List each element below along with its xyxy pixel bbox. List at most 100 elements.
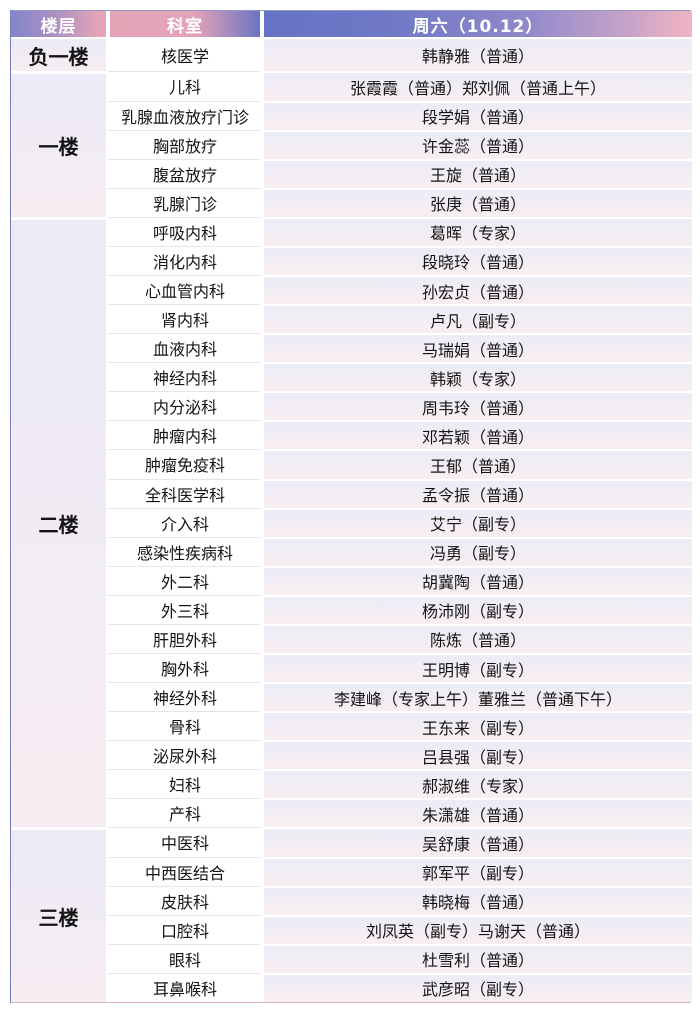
schedule-cell: 杨沛刚（副专） (260, 594, 692, 624)
schedule-cell: 吕县强（副专） (260, 740, 692, 770)
header-row: 楼层 科室 周六（10.12） (11, 11, 692, 39)
schedule-table-body: 负一楼 核医学 韩静雅（普通） 一楼 儿科 张霞霞（普通）郑刘佩（普通上午） 乳腺血液放疗门… (11, 39, 692, 1002)
schedule-cell: 许金蕊（普通） (260, 129, 692, 159)
table-row: 负一楼 核医学 韩静雅（普通） (11, 39, 692, 72)
table-row: 皮肤科 韩晓梅（普通） (11, 885, 692, 915)
department-cell: 乳腺血液放疗门诊 (106, 100, 260, 130)
department-cell: 外二科 (106, 565, 260, 595)
table-row: 肿瘤内科 邓若颖（普通） (11, 420, 692, 450)
department-cell: 肿瘤免疫科 (106, 449, 260, 479)
department-cell: 呼吸内科 (106, 216, 260, 246)
table-row: 口腔科 刘凤英（副专）马谢天（普通） (11, 914, 692, 944)
department-cell: 神经外科 (106, 682, 260, 712)
schedule-cell: 冯勇（副专） (260, 536, 692, 566)
department-cell: 儿科 (106, 71, 260, 101)
header-day-saturday: 周六（10.12） (260, 11, 692, 39)
table-row: 神经外科 李建峰（专家上午）董雅兰（普通下午） (11, 682, 692, 712)
department-cell: 核医学 (106, 39, 260, 72)
header-floor: 楼层 (11, 11, 106, 39)
table-row: 中西医结合 郭军平（副专） (11, 856, 692, 886)
department-cell: 介入科 (106, 507, 260, 537)
schedule-cell: 张霞霞（普通）郑刘佩（普通上午） (260, 71, 692, 101)
table-row: 介入科 艾宁（副专） (11, 507, 692, 537)
department-cell: 感染性疾病科 (106, 536, 260, 566)
table-row: 产科 朱潇雄（普通） (11, 798, 692, 828)
department-cell: 中医科 (106, 827, 260, 857)
department-cell: 妇科 (106, 769, 260, 799)
schedule-cell: 朱潇雄（普通） (260, 798, 692, 828)
schedule-cell: 吴舒康（普通） (260, 827, 692, 857)
table-row: 外二科 胡冀陶（普通） (11, 565, 692, 595)
schedule-cell: 张庚（普通） (260, 187, 692, 217)
table-row: 腹盆放疗 王旋（普通） (11, 158, 692, 188)
department-cell: 眼科 (106, 943, 260, 973)
floor-cell: 负一楼 (11, 39, 106, 72)
table-row: 妇科 郝淑维（专家） (11, 769, 692, 799)
schedule-cell: 周韦玲（普通） (260, 391, 692, 421)
table-row: 胸外科 王明博（副专） (11, 652, 692, 683)
department-cell: 内分泌科 (106, 391, 260, 421)
table-row: 外三科 杨沛刚（副专） (11, 594, 692, 624)
department-cell: 皮肤科 (106, 885, 260, 915)
table-row: 神经内科 韩颖（专家） (11, 362, 692, 392)
table-row: 一楼 儿科 张霞霞（普通）郑刘佩（普通上午） (11, 71, 692, 217)
department-cell: 乳腺门诊 (106, 187, 260, 217)
schedule-cell: 武彦昭（副专） (260, 972, 692, 1002)
schedule-cell: 韩晓梅（普通） (260, 885, 692, 915)
table-row: 血液内科 马瑞娟（普通） (11, 333, 692, 363)
table-row: 二楼 呼吸内科 葛晖（专家） (11, 216, 692, 828)
schedule-cell: 郭军平（副专） (260, 856, 692, 886)
table-row: 肿瘤免疫科 王郁（普通） (11, 449, 692, 479)
department-cell: 口腔科 (106, 914, 260, 944)
schedule-cell: 段学娟（普通） (260, 100, 692, 130)
schedule-cell: 孙宏贞（普通） (260, 274, 692, 305)
table-row: 心血管内科 孙宏贞（普通） (11, 274, 692, 305)
schedule-cell: 马瑞娟（普通） (260, 333, 692, 363)
department-cell: 肾内科 (106, 304, 260, 334)
department-cell: 肿瘤内科 (106, 420, 260, 450)
schedule-cell: 陈炼（普通） (260, 623, 692, 653)
department-cell: 耳鼻喉科 (106, 972, 260, 1002)
schedule-cell: 王东来（副专） (260, 711, 692, 741)
schedule-cell: 艾宁（副专） (260, 507, 692, 537)
table-row: 泌尿外科 吕县强（副专） (11, 740, 692, 770)
schedule-cell: 韩静雅（普通） (260, 39, 692, 72)
floor-cell: 一楼 (11, 71, 106, 217)
department-cell: 外三科 (106, 594, 260, 624)
schedule-cell: 王明博（副专） (260, 652, 692, 683)
table-row: 骨科 王东来（副专） (11, 711, 692, 741)
department-cell: 骨科 (106, 711, 260, 741)
department-cell: 肝胆外科 (106, 623, 260, 653)
duty-roster-table-container: 楼层 科室 周六（10.12） 负一楼 核医学 韩静雅（普通） 一楼 儿科 张霞霞（普通）… (10, 10, 692, 1003)
table-row: 全科医学科 孟令振（普通） (11, 478, 692, 508)
table-row: 胸部放疗 许金蕊（普通） (11, 129, 692, 159)
department-cell: 神经内科 (106, 362, 260, 392)
floor-cell: 二楼 (11, 216, 106, 828)
schedule-cell: 王旋（普通） (260, 158, 692, 188)
table-row: 耳鼻喉科 武彦昭（副专） (11, 972, 692, 1002)
department-cell: 血液内科 (106, 333, 260, 363)
duty-roster-table: 楼层 科室 周六（10.12） 负一楼 核医学 韩静雅（普通） 一楼 儿科 张霞霞（普通）… (11, 11, 692, 1002)
schedule-cell: 李建峰（专家上午）董雅兰（普通下午） (260, 682, 692, 712)
schedule-cell: 杜雪利（普通） (260, 943, 692, 973)
table-row: 乳腺门诊 张庚（普通） (11, 187, 692, 217)
department-cell: 胸部放疗 (106, 129, 260, 159)
department-cell: 心血管内科 (106, 274, 260, 305)
schedule-cell: 卢凡（副专） (260, 304, 692, 334)
department-cell: 腹盆放疗 (106, 158, 260, 188)
schedule-cell: 王郁（普通） (260, 449, 692, 479)
schedule-cell: 胡冀陶（普通） (260, 565, 692, 595)
department-cell: 全科医学科 (106, 478, 260, 508)
schedule-cell: 葛晖（专家） (260, 216, 692, 246)
department-cell: 产科 (106, 798, 260, 828)
department-cell: 胸外科 (106, 652, 260, 683)
schedule-cell: 邓若颖（普通） (260, 420, 692, 450)
schedule-cell: 段晓玲（普通） (260, 245, 692, 275)
schedule-cell: 孟令振（普通） (260, 478, 692, 508)
table-row: 内分泌科 周韦玲（普通） (11, 391, 692, 421)
table-row: 乳腺血液放疗门诊 段学娟（普通） (11, 100, 692, 130)
table-header: 楼层 科室 周六（10.12） (11, 11, 692, 39)
department-cell: 消化内科 (106, 245, 260, 275)
table-row: 眼科 杜雪利（普通） (11, 943, 692, 973)
